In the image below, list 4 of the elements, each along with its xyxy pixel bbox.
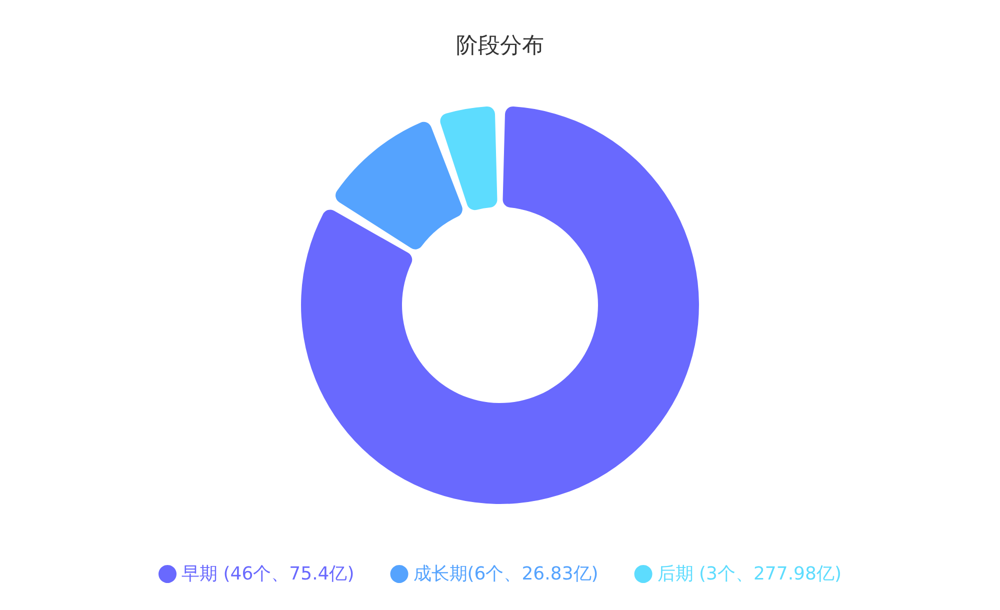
chart-title: 阶段分布 — [456, 34, 544, 58]
legend-label: 成长期(6个、26.83亿) — [413, 564, 598, 584]
legend-label: 早期 (46个、75.4亿) — [182, 564, 354, 584]
legend-label: 后期 (3个、277.98亿) — [657, 564, 842, 584]
